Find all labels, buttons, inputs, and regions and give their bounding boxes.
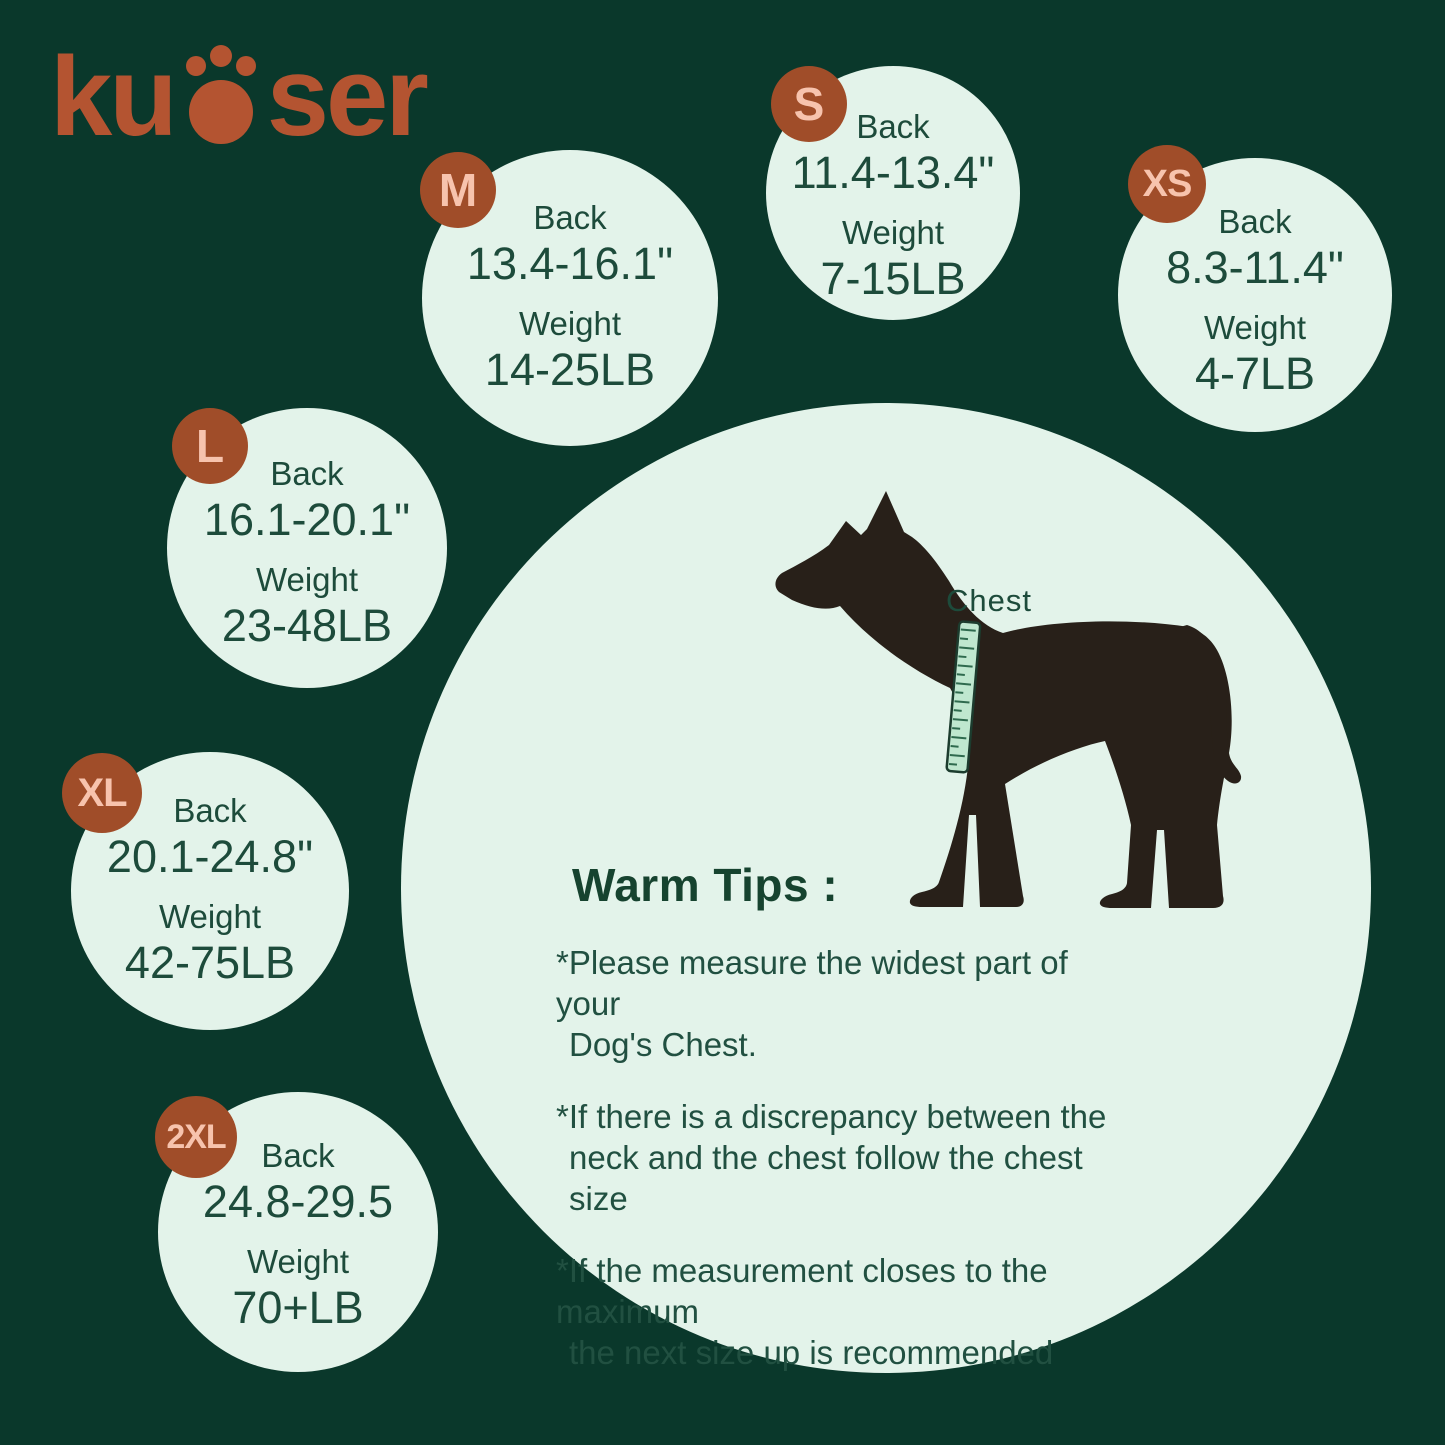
back-range: 13.4-16.1" [466,238,674,289]
size-badge-xl: XL [62,753,142,833]
warm-tip-line: *If there is a discrepancy between the [556,1098,1107,1135]
weight-range: 4-7LB [1194,347,1316,399]
weight-range: 42-75LB [124,936,296,988]
size-badge-s: S [771,66,847,142]
measuring-tape-icon [945,620,982,774]
size-badge-xs: XS [1128,145,1206,223]
back-label: Back [270,455,344,493]
back-label: Back [533,199,607,237]
back-label: Back [173,792,247,830]
size-badge-l: L [172,408,248,484]
chest-label: Chest [946,583,1032,618]
weight-label: Weight [841,214,945,251]
logo-text-ser: ser [266,34,429,159]
size-badge-label: L [195,420,225,472]
weight-label: Weight [158,898,262,935]
logo-text-ku: ku [50,34,178,159]
size-badge-label: S [793,78,825,130]
warm-tip: *If the measurement closes to the maximu… [556,1250,1136,1373]
dog-silhouette [775,491,1242,908]
back-range: 20.1-24.8" [106,831,314,882]
warm-tip: *If there is a discrepancy between the n… [556,1096,1136,1219]
size-badge-label: 2XL [166,1117,226,1156]
warm-tips-section: Warm Tips : *Please measure the widest p… [556,858,1136,1404]
back-range: 11.4-13.4" [791,147,995,198]
size-badge-label: XL [77,770,127,815]
warm-tip: *Please measure the widest part of your … [556,942,1136,1065]
size-badge-2xl: 2XL [155,1096,237,1178]
weight-label: Weight [255,561,359,598]
warm-tip-line: neck and the chest follow the chest size [569,1139,1083,1217]
size-badge-m: M [420,152,496,228]
weight-range: 23-48LB [221,599,393,651]
warm-tip-line: *If the measurement closes to the maximu… [556,1252,1048,1330]
back-label: Back [856,108,930,146]
brand-logo: ku ser [50,34,429,159]
warm-tip-line: the next size up is recommended [569,1334,1054,1371]
warm-tips-heading: Warm Tips : [572,859,839,911]
back-range: 16.1-20.1" [203,494,411,545]
weight-range: 70+LB [232,1281,364,1333]
weight-label: Weight [246,1243,350,1280]
warm-tip-line: *Please measure the widest part of your [556,944,1068,1022]
back-range: 8.3-11.4" [1166,242,1344,293]
back-label: Back [1218,203,1292,241]
back-label: Back [261,1137,335,1175]
weight-label: Weight [518,305,622,342]
warm-tip-line: Dog's Chest. [569,1026,757,1063]
back-range: 24.8-29.5 [202,1176,394,1227]
paw-icon [181,40,261,151]
weight-range: 7-15LB [820,252,966,304]
weight-range: 14-25LB [484,343,656,395]
weight-label: Weight [1203,309,1307,346]
size-badge-label: M [438,164,478,216]
size-badge-label: XS [1142,162,1193,205]
